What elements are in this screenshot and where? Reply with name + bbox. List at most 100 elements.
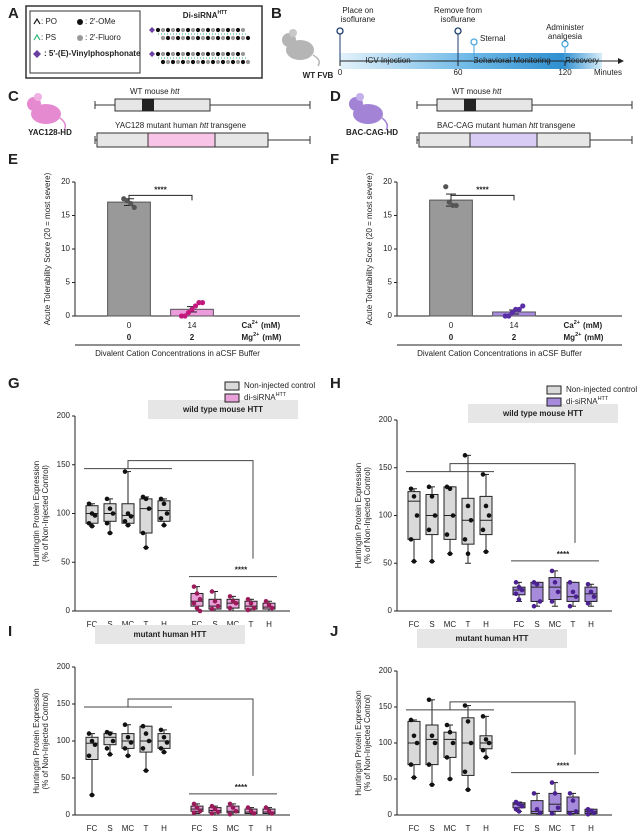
data-point bbox=[480, 472, 486, 477]
data-point bbox=[585, 601, 591, 606]
panel-label: I bbox=[8, 623, 12, 640]
data-point bbox=[570, 589, 576, 595]
mouse-bac bbox=[349, 93, 389, 131]
x-tick-label: S bbox=[429, 824, 434, 833]
x-tick-label: T bbox=[466, 620, 471, 629]
model-label: YAC128-HD bbox=[28, 128, 72, 137]
gene-name: htt bbox=[200, 121, 210, 130]
data-point bbox=[453, 202, 459, 209]
data-point bbox=[411, 733, 417, 739]
data-point bbox=[110, 738, 116, 744]
data-point bbox=[573, 594, 579, 599]
gene-text: YAC128 mutant human bbox=[115, 121, 198, 130]
panel-label: C bbox=[8, 88, 19, 105]
y-tick-label: 200 bbox=[379, 415, 393, 424]
title-box bbox=[417, 629, 567, 648]
gene-text: transgene bbox=[540, 121, 576, 130]
nucleotide bbox=[205, 51, 211, 57]
legend-name: di-siRNA bbox=[566, 397, 598, 406]
data-point bbox=[86, 731, 92, 736]
data-point bbox=[537, 810, 543, 816]
exon bbox=[464, 99, 476, 111]
bar bbox=[107, 201, 151, 317]
data-point bbox=[107, 752, 113, 757]
data-point bbox=[199, 300, 206, 306]
bracket bbox=[127, 698, 254, 776]
transgene-insert bbox=[147, 132, 216, 148]
data-point bbox=[462, 703, 468, 708]
chart-title: wild type mouse HTT bbox=[182, 405, 263, 414]
data-point bbox=[158, 727, 164, 733]
data-point bbox=[104, 520, 110, 526]
significance-bracket bbox=[450, 194, 515, 201]
x-row-value: 0 bbox=[127, 333, 132, 342]
x-tick-label: FC bbox=[87, 620, 98, 629]
y-tick-label: 0 bbox=[388, 810, 393, 819]
chart-title: wild type mouse HTT bbox=[502, 409, 583, 418]
data-point bbox=[468, 740, 474, 746]
nucleotide bbox=[215, 59, 221, 65]
legend-label: : 2'-Fluoro bbox=[85, 33, 121, 42]
data-point bbox=[161, 749, 167, 755]
panel-label: F bbox=[330, 151, 339, 168]
data-point bbox=[432, 513, 438, 518]
chart-title: mutant human HTT bbox=[456, 634, 529, 643]
nucleotide bbox=[175, 35, 181, 41]
y-tick-label: 0 bbox=[388, 606, 393, 615]
significance: **** bbox=[476, 186, 489, 195]
data-point bbox=[146, 738, 152, 744]
y-tick-label: 200 bbox=[57, 662, 71, 671]
row-unit: (mM) bbox=[584, 333, 603, 342]
event-marker bbox=[454, 27, 462, 35]
data-point bbox=[516, 809, 522, 814]
data-point bbox=[143, 545, 149, 550]
nucleotide bbox=[245, 35, 251, 41]
legend-label: Non-injected control bbox=[244, 381, 315, 390]
y-tick-label: 15 bbox=[383, 211, 392, 220]
legend-label: : PO bbox=[41, 17, 57, 26]
data-point bbox=[509, 310, 515, 316]
nucleotide bbox=[160, 27, 166, 33]
data-point bbox=[549, 780, 555, 785]
nucleotide bbox=[160, 59, 166, 65]
data-point bbox=[549, 811, 555, 816]
legend-name: Non-injected control bbox=[566, 385, 637, 394]
nucleotide bbox=[215, 35, 221, 41]
nucleotide bbox=[165, 59, 171, 65]
data-point bbox=[227, 594, 233, 599]
x-tick-label: T bbox=[144, 620, 149, 629]
row-name: Ca bbox=[564, 321, 575, 330]
y-tick-label: 100 bbox=[379, 738, 393, 747]
gene-text: WT mouse bbox=[452, 87, 491, 96]
title-superscript: HTT bbox=[217, 10, 227, 16]
data-point bbox=[516, 597, 522, 602]
data-point bbox=[462, 769, 468, 775]
data-point bbox=[251, 811, 257, 816]
nucleotide bbox=[205, 27, 211, 33]
x-tick-label: FC bbox=[514, 824, 525, 833]
data-point bbox=[185, 310, 192, 316]
x-tick-label: H bbox=[161, 824, 167, 833]
data-point bbox=[182, 313, 188, 319]
data-point bbox=[89, 523, 95, 529]
transgene-label: YAC128 mutant human htt transgene bbox=[115, 121, 247, 130]
row-unit: (mM) bbox=[583, 321, 602, 330]
panel-label: H bbox=[330, 375, 341, 392]
data-point bbox=[230, 805, 236, 810]
data-point bbox=[131, 204, 137, 211]
data-point bbox=[520, 303, 526, 309]
nucleotide bbox=[235, 51, 241, 57]
y-axis-label: Huntingtin Protein Expression bbox=[32, 461, 41, 566]
data-point bbox=[194, 805, 200, 810]
data-point bbox=[263, 598, 269, 604]
data-point bbox=[164, 740, 170, 745]
data-point bbox=[426, 762, 432, 767]
bracket bbox=[449, 701, 576, 755]
siRNA-title: Di-siRNAHTT bbox=[183, 10, 227, 20]
data-point bbox=[534, 581, 540, 587]
nucleotide bbox=[230, 35, 236, 41]
x-tick-label: MC bbox=[444, 620, 457, 629]
y-axis-label: Huntingtin Protein Expression bbox=[354, 690, 363, 795]
nucleotide bbox=[195, 51, 201, 57]
data-point bbox=[89, 738, 95, 744]
